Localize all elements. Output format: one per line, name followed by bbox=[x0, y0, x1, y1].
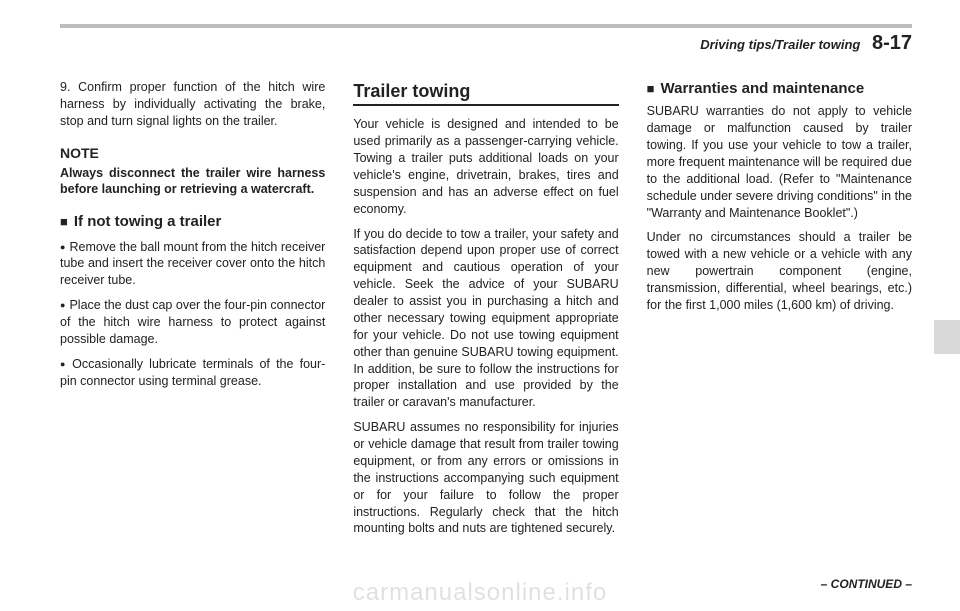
subhead-text: If not towing a trailer bbox=[74, 213, 222, 230]
para: Your vehicle is designed and intended to… bbox=[353, 116, 618, 217]
subhead-if-not-towing: ■ If not towing a trailer bbox=[60, 212, 325, 232]
bullet-icon: ● bbox=[60, 359, 68, 369]
square-bullet-icon: ■ bbox=[647, 81, 655, 96]
side-tab bbox=[934, 320, 960, 354]
para: If you do decide to tow a trailer, your … bbox=[353, 226, 618, 412]
column-1: 9. Confirm proper function of the hitch … bbox=[60, 79, 325, 545]
watermark: carmanualsonline.info bbox=[0, 579, 960, 607]
bullet-item: ●Place the dust cap over the four-pin co… bbox=[60, 297, 325, 348]
bullet-icon: ● bbox=[60, 300, 65, 310]
bullet-item: ●Remove the ball mount from the hitch re… bbox=[60, 239, 325, 290]
bullet-text: Remove the ball mount from the hitch rec… bbox=[60, 240, 325, 288]
bullet-item: ●Occasionally lubricate terminals of the… bbox=[60, 356, 325, 390]
square-bullet-icon: ■ bbox=[60, 214, 68, 229]
section-title-trailer-towing: Trailer towing bbox=[353, 79, 618, 106]
column-2: Trailer towing Your vehicle is designed … bbox=[353, 79, 618, 545]
bullet-icon: ● bbox=[60, 242, 65, 252]
subhead-text: Warranties and maintenance bbox=[661, 80, 865, 97]
note-heading: NOTE bbox=[60, 144, 325, 163]
column-3: ■ Warranties and maintenance SUBARU warra… bbox=[647, 79, 912, 545]
bullet-text: Occasionally lubricate terminals of the … bbox=[60, 357, 325, 388]
page-number: 8-17 bbox=[872, 32, 912, 54]
top-rule bbox=[60, 24, 912, 28]
para: SUBARU assumes no responsibility for inj… bbox=[353, 419, 618, 537]
bullet-text: Place the dust cap over the four-pin con… bbox=[60, 298, 325, 346]
page-header: Driving tips/Trailer towing 8-17 bbox=[60, 32, 912, 65]
para: Under no circumstances should a trailer … bbox=[647, 229, 912, 313]
breadcrumb: Driving tips/Trailer towing bbox=[700, 37, 860, 52]
step-9-text: 9. Confirm proper function of the hitch … bbox=[60, 79, 325, 130]
para: SUBARU warranties do not apply to vehicl… bbox=[647, 103, 912, 221]
content-columns: 9. Confirm proper function of the hitch … bbox=[60, 79, 912, 545]
note-body: Always disconnect the trailer wire harne… bbox=[60, 165, 325, 199]
subhead-warranties: ■ Warranties and maintenance bbox=[647, 79, 912, 99]
